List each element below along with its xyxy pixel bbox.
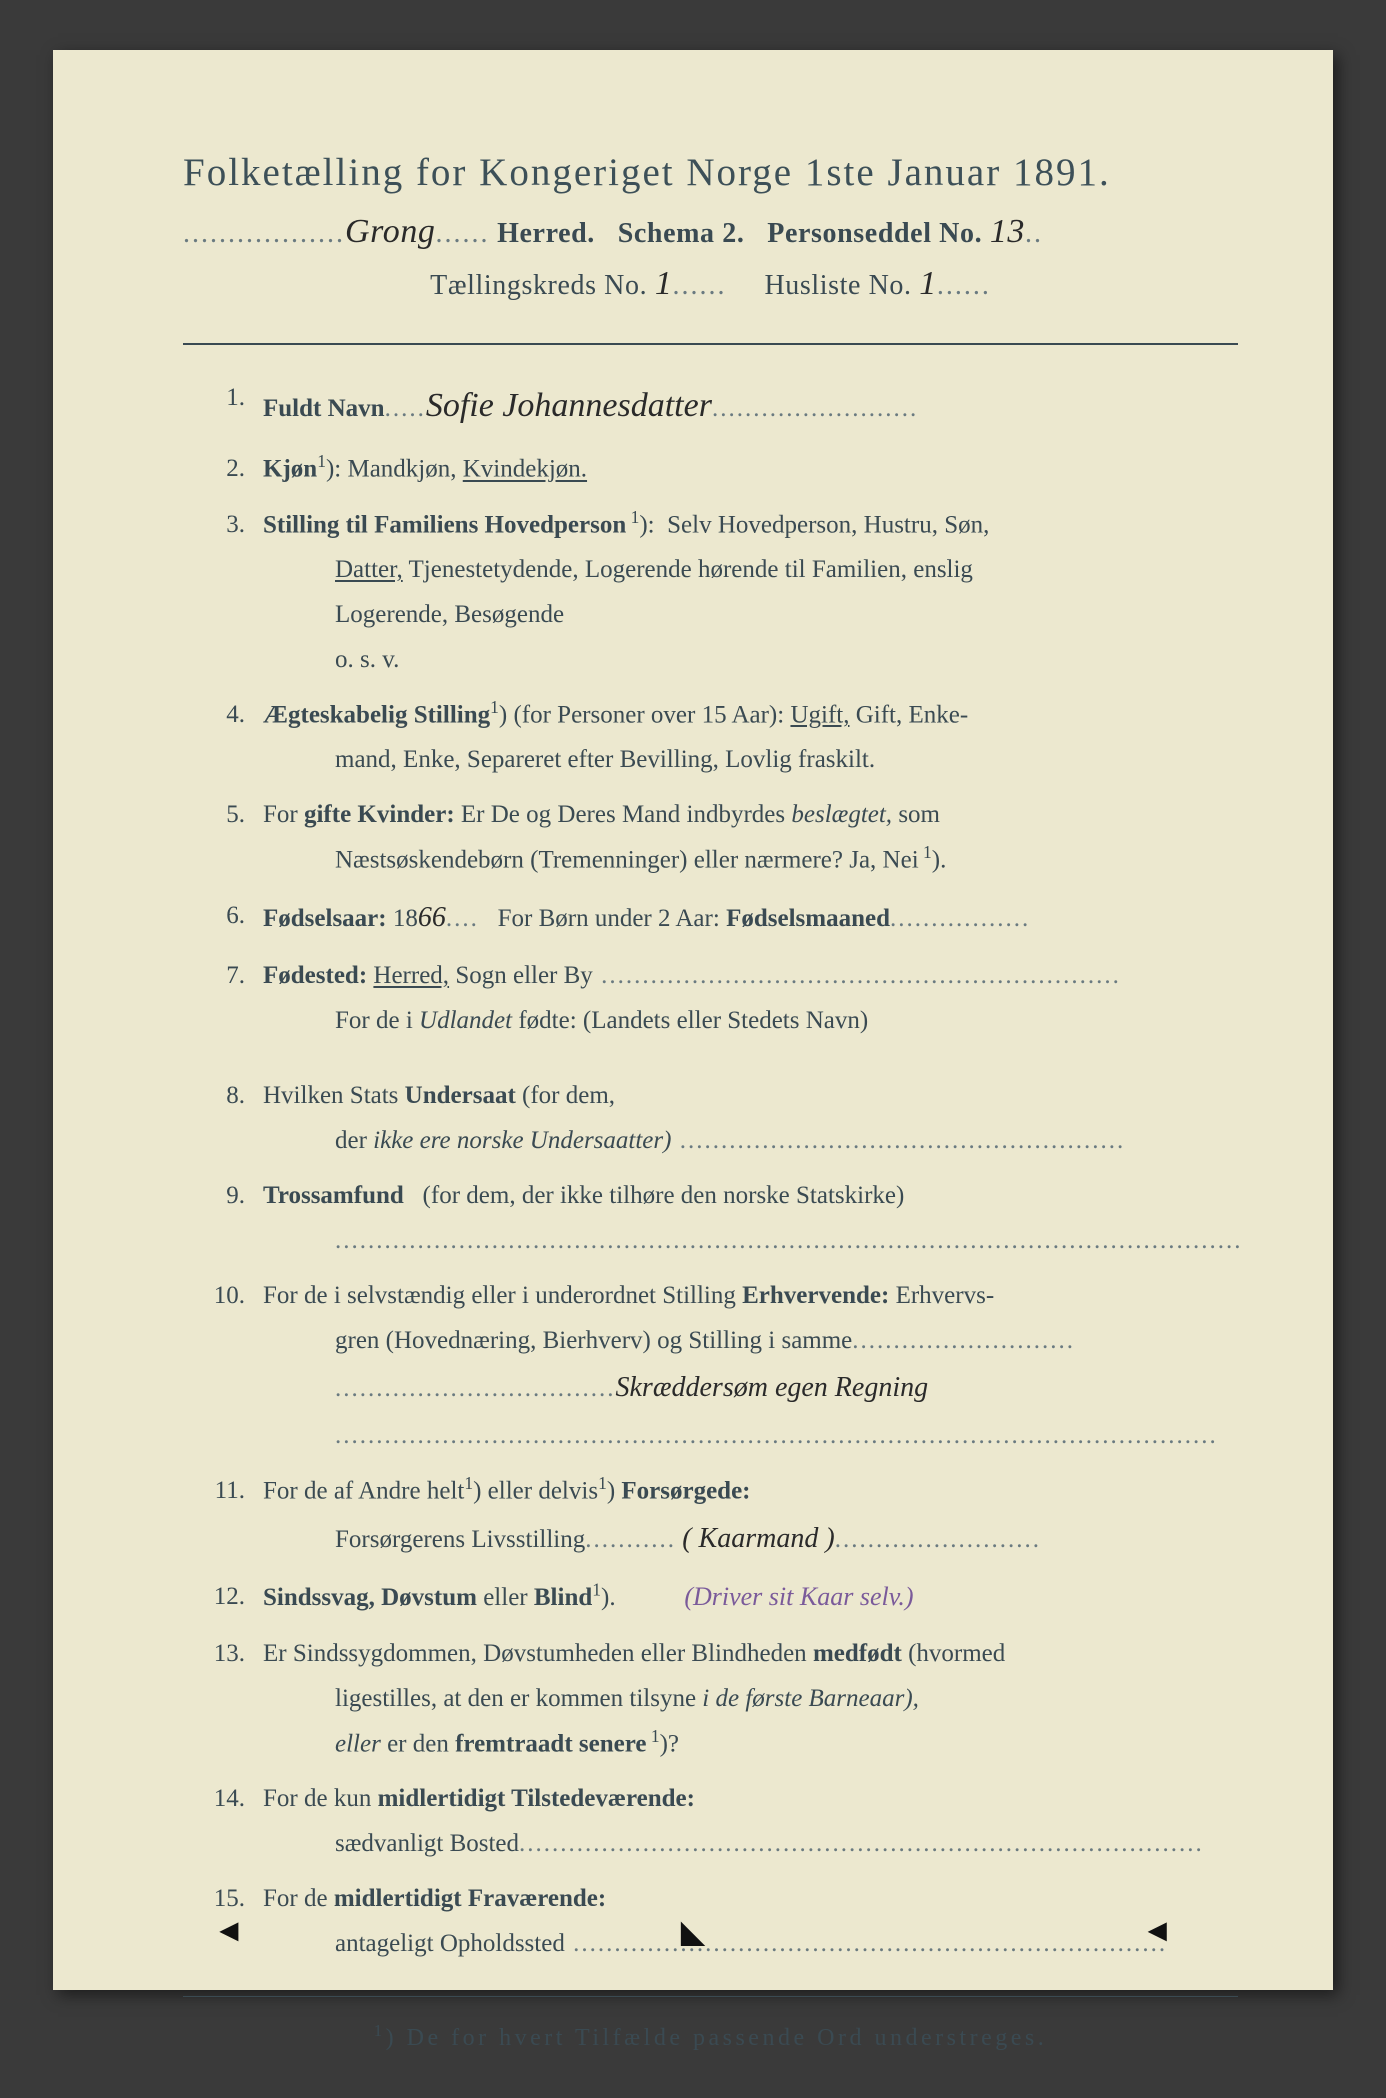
husliste-label: Husliste No. [764,270,911,301]
kreds-label: Tællingskreds No. [430,270,647,301]
q6-year-hand: 66 [418,902,446,933]
herred-handwritten: Grong [345,213,436,250]
footnote: 1) De for hvert Tilfælde passende Ord un… [183,2021,1238,2052]
husliste-no: 1 [919,265,937,302]
header-line1: ..................Grong...... Herred. Sc… [183,213,1238,251]
binding-marks: ◄ ◣ ◄ [53,1912,1333,1950]
q3: 3. Stilling til Familiens Hovedperson 1)… [183,502,1238,682]
q4: 4. Ægteskabelig Stilling1) (for Personer… [183,692,1238,782]
personseddel-no: 13 [990,213,1025,250]
schema-label: Schema 2. [618,218,745,249]
personseddel-label: Personseddel No. [767,218,982,249]
q11-hand-pen: ( Kaarmand ) [682,1523,834,1554]
q3-selected: Datter, [335,556,403,583]
q7: 7. Fødested: Herred, Sogn eller By .....… [183,953,1238,1043]
q8: 8. Hvilken Stats Undersaat (for dem, der… [183,1073,1238,1163]
q5: 5. For gifte Kvinder: Er De og Deres Man… [183,792,1238,882]
q1: 1. Fuldt Navn.....Sofie Johannesdatter..… [183,375,1238,436]
question-list: 1. Fuldt Navn.....Sofie Johannesdatter..… [183,375,1238,1966]
q7-selected: Herred, [373,962,449,989]
q9: 9. Trossamfund (for dem, der ikke tilhør… [183,1173,1238,1263]
q4-selected: Ugift, [790,701,849,728]
q10-hand: Skræddersøm egen Regning [616,1372,929,1403]
mark-center: ◣ [681,1912,706,1950]
q2: 2. Kjøn1): Mandkjøn, Kvindekjøn. [183,446,1238,491]
herred-label: Herred. [497,218,595,249]
q10: 10. For de i selvstændig eller i underor… [183,1273,1238,1458]
page-title: Folketælling for Kongeriget Norge 1ste J… [183,150,1238,195]
q14: 14. For de kun midlertidigt Tilstedevære… [183,1776,1238,1866]
divider-bottom [183,1996,1238,1997]
q6: 6. Fødselsaar: 1866.... For Børn under 2… [183,893,1238,943]
q1-name-hand: Sofie Johannesdatter [426,387,712,424]
q12: 12. Sindssvag, Døvstum eller Blind1). (D… [183,1574,1238,1621]
mark-left: ◄ [213,1912,245,1950]
q13: 13. Er Sindssygdommen, Døvstumheden elle… [183,1631,1238,1766]
header-line2: Tællingskreds No. 1...... Husliste No. 1… [183,265,1238,303]
mark-right: ◄ [1141,1912,1173,1950]
q2-selected: Kvindekjøn. [463,456,587,483]
divider [183,343,1238,345]
q11: 11. For de af Andre helt1) eller delvis1… [183,1468,1238,1564]
kreds-no: 1 [655,265,673,302]
q11-purple-note: (Driver sit Kaar selv.) [684,1582,913,1611]
census-form-page: Folketælling for Kongeriget Norge 1ste J… [53,50,1333,1990]
dots: .................. [183,218,345,249]
